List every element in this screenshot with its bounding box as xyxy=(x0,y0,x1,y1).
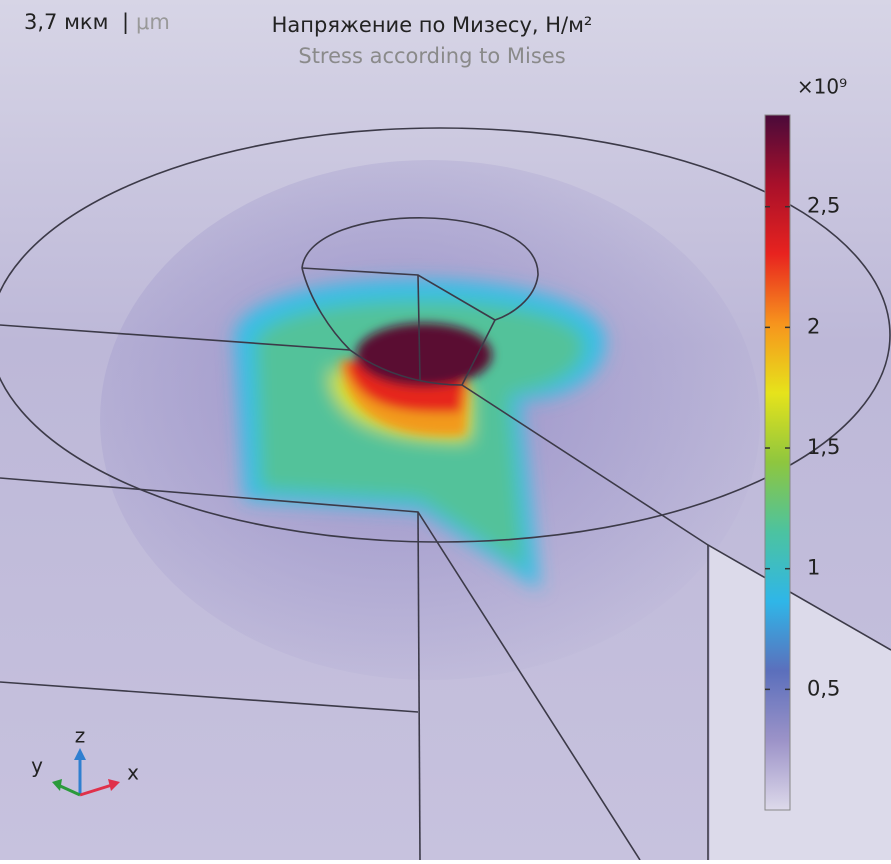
axis-x-label: x xyxy=(127,761,139,785)
geometry-edges xyxy=(0,127,891,861)
colorbar-tick-label: 2,5 xyxy=(807,194,840,218)
colorbar xyxy=(764,114,791,811)
stress-field xyxy=(234,280,606,590)
colorbar-tick-label: 2 xyxy=(807,314,820,338)
scale-separator: | xyxy=(122,10,129,35)
colorbar-tick-label: 1 xyxy=(807,556,820,580)
colorbar-multiplier: ×10⁹ xyxy=(797,75,847,99)
axis-z-label: z xyxy=(75,724,86,748)
title: Напряжение по Мизесу, Н/м² xyxy=(272,13,593,37)
colorbar-tick-label: 0,5 xyxy=(807,676,840,700)
scale-unit: μm xyxy=(136,10,170,34)
colorbar-tick-label: 1,5 xyxy=(807,435,840,459)
axis-y-label: y xyxy=(31,754,43,778)
axis-triad: z y x xyxy=(31,724,139,797)
scale-label: 3,7 мкм xyxy=(24,10,108,34)
subtitle: Stress according to Mises xyxy=(298,44,565,68)
